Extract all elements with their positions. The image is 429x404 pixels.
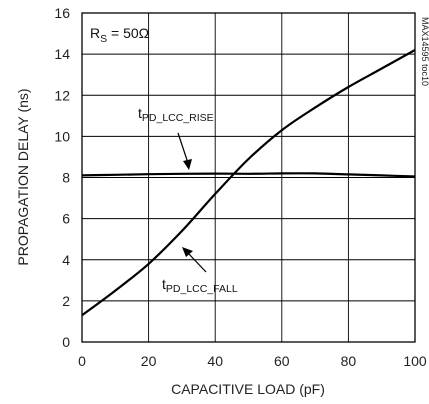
part-id-label: MAX14595 toc10 [420,17,429,86]
y-tick-label: 12 [54,87,70,103]
y-tick-label: 0 [62,334,70,350]
y-tick-labels: 0 2 4 6 8 10 12 14 16 [54,5,70,350]
y-tick-label: 8 [62,170,70,186]
x-axis-title: CAPACITIVE LOAD (pF) [171,381,325,397]
y-axis-title: PROPAGATION DELAY (ns) [15,88,31,265]
fall-label-arrow [182,247,207,273]
y-tick-label: 6 [62,211,70,227]
series-line-rise [81,172,416,178]
y-tick-label: 4 [62,252,70,268]
rise-label-arrow [177,132,192,170]
rise-series-label: tPD_LCC_RISE [138,105,214,124]
x-tick-label: 100 [403,353,427,369]
fall-series-label: tPD_LCC_FALL [162,276,238,295]
rs-condition-label: RS = 50Ω [90,25,149,45]
y-tick-label: 10 [54,128,70,144]
x-tick-label: 40 [207,353,223,369]
x-tick-label: 20 [141,353,157,369]
y-tick-label: 14 [54,46,70,62]
y-tick-label: 16 [54,5,70,21]
x-tick-label: 0 [78,353,86,369]
y-tick-label: 2 [62,293,70,309]
series-lines [81,49,416,317]
x-tick-labels: 0 20 40 60 80 100 [78,353,427,369]
x-tick-label: 80 [341,353,357,369]
x-tick-label: 60 [274,353,290,369]
plot-frame [81,12,416,343]
series-line-fall [81,49,416,317]
